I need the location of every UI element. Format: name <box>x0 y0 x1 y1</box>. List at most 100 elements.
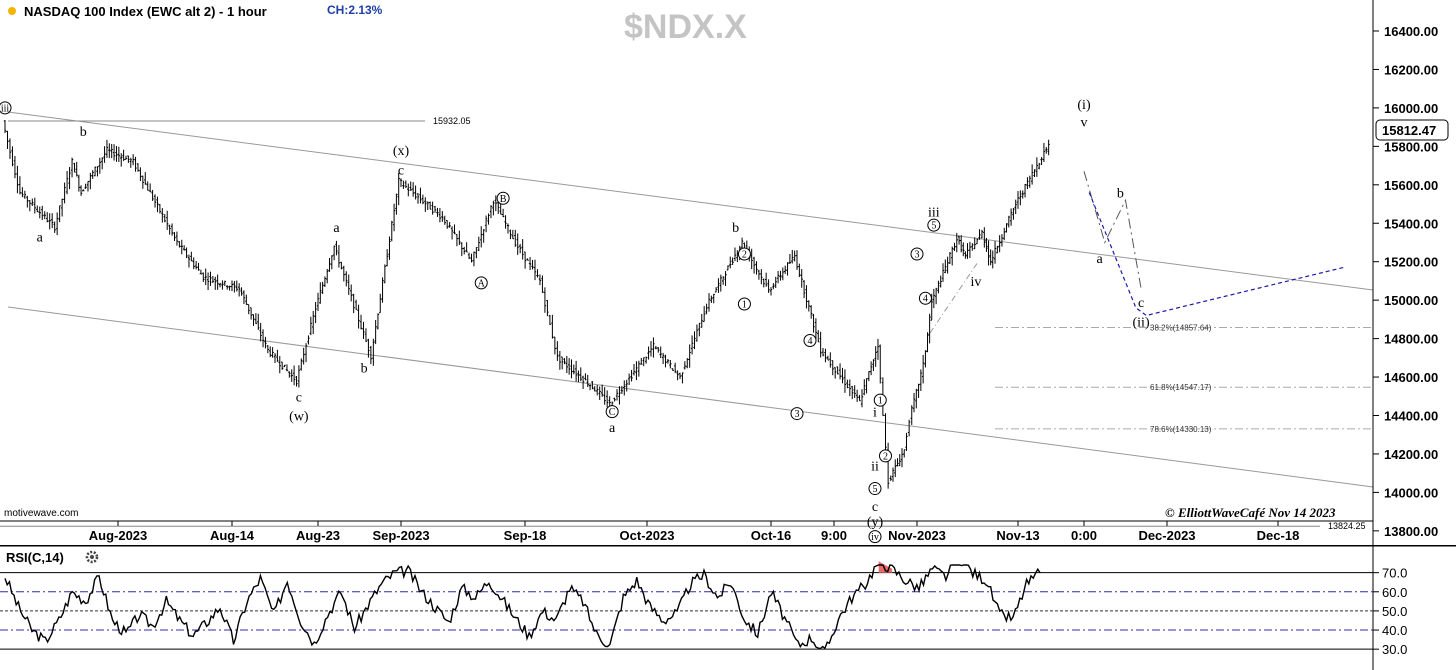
ohlc-bar <box>395 193 398 215</box>
ohlc-bar <box>166 210 169 230</box>
ohlc-bar <box>319 282 322 304</box>
ohlc-bar <box>89 172 92 190</box>
ohlc-bar <box>800 269 803 288</box>
ohlc-bar <box>567 358 571 375</box>
ohlc-bar <box>809 305 813 319</box>
ohlc-bar <box>3 120 7 133</box>
ohlc-bar <box>989 249 992 266</box>
price-tick-label: 16000.00 <box>1384 101 1438 116</box>
ohlc-bar <box>1040 157 1043 166</box>
ohlc-bar <box>581 375 585 389</box>
ohlc-bar <box>863 379 866 396</box>
ohlc-bar <box>453 224 456 235</box>
gear-icon[interactable] <box>85 550 99 564</box>
time-axis: Aug-2023 Aug-14 Aug-23 Sep-2023 Sep-18 Oct-20… <box>89 521 1299 543</box>
ohlc-bar <box>84 183 87 189</box>
ohlc-bar <box>472 251 476 267</box>
price-tick-label: 14800.00 <box>1384 332 1438 347</box>
ohlc-bar <box>414 185 417 200</box>
ohlc-bar <box>460 242 463 257</box>
ohlc-bar <box>297 365 301 388</box>
ohlc-bar <box>814 318 818 340</box>
ohlc-bar <box>50 213 54 229</box>
ohlc-bar <box>869 361 873 376</box>
price-axis: 16400.00 16200.00 16000.00 15800.00 15600.00… <box>1373 24 1438 539</box>
ohlc-bar <box>428 201 432 210</box>
ohlc-bar <box>283 364 286 368</box>
ohlc-bar <box>228 285 231 291</box>
price-tick-label: 16400.00 <box>1384 24 1438 39</box>
ohlc-bar <box>618 386 621 405</box>
ohlc-bar <box>851 385 854 400</box>
rsi-panel: 70.0 60.0 50.0 40.0 30.0 RSI(C,14) <box>0 545 1456 670</box>
ohlc-bar <box>65 170 69 195</box>
ohlc-bar <box>295 376 298 387</box>
ohlc-bar <box>73 162 76 173</box>
ohlc-bar <box>326 268 329 284</box>
price-bars <box>3 120 1050 489</box>
ohlc-bar <box>846 379 849 389</box>
trend-line <box>929 261 979 334</box>
ohlc-bar <box>75 161 78 177</box>
ohlc-bar <box>926 332 929 353</box>
ohlc-bar <box>328 258 331 272</box>
ohlc-bar <box>397 172 400 206</box>
ohlc-bar <box>812 313 815 333</box>
ohlc-bar <box>632 363 636 376</box>
ohlc-bar <box>733 247 737 262</box>
ohlc-bar <box>458 230 461 246</box>
ohlc-bar <box>858 394 861 402</box>
ohlc-bar <box>867 371 871 382</box>
ohlc-bar <box>146 181 149 191</box>
price-tick-label: 15000.00 <box>1384 293 1438 308</box>
ohlc-bar <box>388 236 391 260</box>
ohlc-bar <box>335 240 338 256</box>
rsi-title: RSI(C,14) <box>6 550 64 565</box>
ohlc-bar <box>829 352 832 368</box>
ohlc-bar <box>669 360 672 369</box>
fib-level-label: 61.8%(14547.17) <box>1150 383 1212 392</box>
price-tick-label: 14200.00 <box>1384 447 1438 462</box>
ohlc-bar <box>574 360 578 382</box>
ohlc-bar <box>98 157 102 174</box>
ohlc-bar <box>884 413 887 452</box>
ohlc-bar <box>724 271 727 286</box>
ohlc-bar <box>980 229 984 239</box>
ohlc-bar <box>572 364 575 375</box>
ohlc-bar <box>551 314 554 339</box>
ohlc-bar <box>637 360 641 377</box>
channel-upper-line <box>7 111 1374 291</box>
ohlc-bar <box>600 384 604 397</box>
ohlc-bar <box>678 372 682 380</box>
ohlc-bar <box>504 215 507 229</box>
ohlc-bar <box>131 154 135 166</box>
ohlc-bar <box>235 280 238 292</box>
ohlc-bar <box>190 251 193 262</box>
ohlc-bar <box>1019 190 1022 206</box>
ohlc-bar <box>23 190 27 199</box>
ohlc-bar <box>1000 234 1004 247</box>
ohlc-bar <box>323 276 327 288</box>
ohlc-bar <box>991 250 994 269</box>
ohlc-bar <box>805 285 808 309</box>
ohlc-bar <box>779 270 782 281</box>
wave-label: b <box>1117 186 1124 201</box>
ohlc-bar <box>649 341 653 357</box>
wave-label-circled: iii <box>0 101 12 114</box>
ohlc-bar <box>865 378 868 394</box>
ohlc-bar <box>588 384 592 391</box>
ohlc-bar <box>168 224 171 235</box>
ohlc-bar <box>760 269 763 285</box>
price-tick-label: 14000.00 <box>1384 485 1438 500</box>
ohlc-bar <box>666 358 670 364</box>
wave-label-circled: A <box>474 276 488 290</box>
ohlc-bar <box>156 196 159 213</box>
ohlc-bar <box>798 263 801 278</box>
ohlc-bar <box>729 256 732 269</box>
ohlc-bar <box>230 280 234 292</box>
ohlc-bar <box>934 287 938 305</box>
ohlc-bar <box>53 221 56 233</box>
time-tick-label: Aug-23 <box>296 528 340 543</box>
ohlc-bar <box>608 396 611 407</box>
ohlc-bar <box>514 229 517 247</box>
